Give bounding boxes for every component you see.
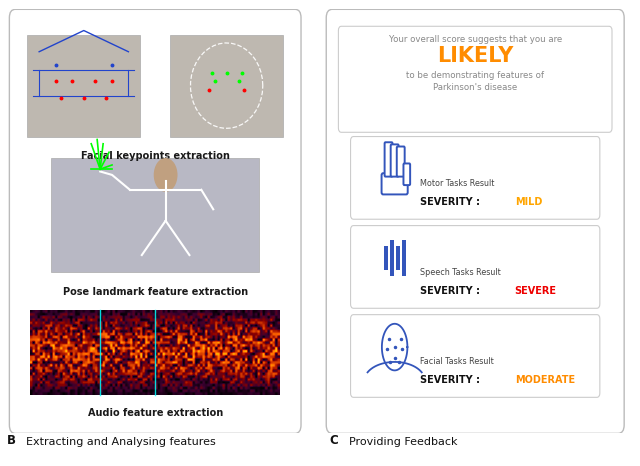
- Text: Your overall score suggests that you are: Your overall score suggests that you are: [388, 34, 562, 43]
- Text: MILD: MILD: [515, 197, 542, 206]
- Bar: [28, 35, 140, 137]
- Text: Pose landmark feature extraction: Pose landmark feature extraction: [63, 287, 248, 297]
- Text: Facial keypoints extraction: Facial keypoints extraction: [81, 151, 230, 161]
- FancyBboxPatch shape: [381, 173, 408, 194]
- FancyBboxPatch shape: [351, 315, 600, 397]
- FancyBboxPatch shape: [339, 26, 612, 132]
- FancyBboxPatch shape: [351, 137, 600, 219]
- Bar: [51, 158, 259, 272]
- Text: Motor Tasks Result: Motor Tasks Result: [420, 179, 495, 188]
- Text: B: B: [6, 434, 15, 447]
- Text: SEVERITY :: SEVERITY :: [420, 286, 484, 296]
- Text: SEVERITY :: SEVERITY :: [420, 375, 484, 385]
- Bar: [396, 247, 400, 270]
- Text: to be demonstrating features of: to be demonstrating features of: [406, 70, 544, 80]
- Text: Audio feature extraction: Audio feature extraction: [88, 408, 223, 418]
- FancyBboxPatch shape: [10, 9, 301, 433]
- Text: Providing Feedback: Providing Feedback: [349, 438, 458, 447]
- FancyBboxPatch shape: [403, 164, 410, 185]
- Text: SEVERE: SEVERE: [515, 286, 557, 296]
- Bar: [170, 35, 283, 137]
- Bar: [390, 240, 394, 276]
- Text: SEVERITY :: SEVERITY :: [420, 197, 484, 206]
- Text: Facial Tasks Result: Facial Tasks Result: [420, 357, 494, 366]
- Text: LIKELY: LIKELY: [437, 46, 513, 66]
- Bar: [384, 247, 388, 270]
- FancyBboxPatch shape: [326, 9, 624, 433]
- Text: Extracting and Analysing features: Extracting and Analysing features: [26, 438, 215, 447]
- Text: MODERATE: MODERATE: [515, 375, 575, 385]
- FancyBboxPatch shape: [397, 146, 404, 177]
- Text: Parkinson's disease: Parkinson's disease: [433, 83, 517, 92]
- Text: C: C: [330, 434, 339, 447]
- Circle shape: [154, 158, 177, 192]
- Bar: [403, 240, 406, 276]
- FancyBboxPatch shape: [351, 226, 600, 308]
- FancyBboxPatch shape: [385, 142, 392, 177]
- Text: Speech Tasks Result: Speech Tasks Result: [420, 268, 501, 277]
- FancyBboxPatch shape: [390, 144, 399, 177]
